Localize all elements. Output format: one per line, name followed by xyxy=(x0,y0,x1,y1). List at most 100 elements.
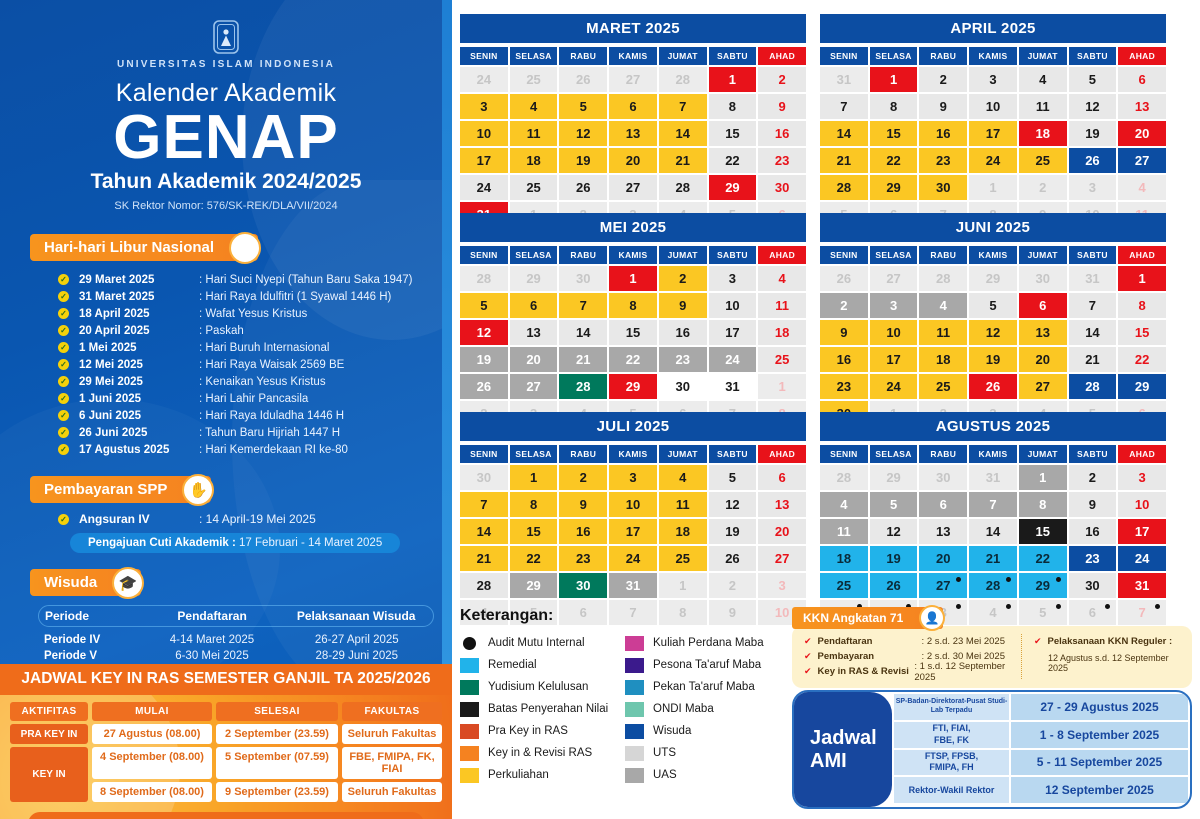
date-cell[interactable]: 22 xyxy=(609,347,657,372)
date-cell[interactable]: 1 xyxy=(869,67,918,92)
date-cell[interactable]: 6 xyxy=(1118,67,1166,92)
date-cell[interactable]: 15 xyxy=(1118,320,1166,345)
date-cell[interactable]: 23 xyxy=(658,347,707,372)
date-cell[interactable]: 12 xyxy=(559,121,608,146)
date-cell[interactable]: 25 xyxy=(919,374,968,399)
date-cell[interactable]: 5 xyxy=(460,293,508,318)
date-cell[interactable]: 20 xyxy=(919,546,968,571)
date-cell[interactable]: 20 xyxy=(1118,121,1166,146)
date-cell[interactable]: 3 xyxy=(969,67,1017,92)
date-cell[interactable]: 11 xyxy=(919,320,968,345)
date-cell[interactable]: 27 xyxy=(919,573,968,598)
date-cell[interactable]: 2 xyxy=(919,67,968,92)
date-cell[interactable]: 2 xyxy=(708,573,757,598)
date-cell[interactable]: 27 xyxy=(1118,148,1166,173)
date-cell[interactable]: 19 xyxy=(559,148,608,173)
date-cell[interactable]: 16 xyxy=(1068,519,1117,544)
date-cell[interactable]: 25 xyxy=(1018,148,1067,173)
date-cell[interactable]: 26 xyxy=(559,67,608,92)
date-cell[interactable]: 2 xyxy=(758,67,806,92)
date-cell[interactable]: 22 xyxy=(708,148,757,173)
date-cell[interactable]: 31 xyxy=(1118,573,1166,598)
date-cell[interactable]: 9 xyxy=(658,293,707,318)
date-cell[interactable]: 16 xyxy=(919,121,968,146)
date-cell[interactable]: 29 xyxy=(869,465,918,490)
date-cell[interactable]: 28 xyxy=(658,175,707,200)
date-cell[interactable]: 28 xyxy=(969,573,1017,598)
date-cell[interactable]: 26 xyxy=(708,546,757,571)
date-cell[interactable]: 6 xyxy=(1068,600,1117,625)
date-cell[interactable]: 19 xyxy=(708,519,757,544)
date-cell[interactable]: 16 xyxy=(758,121,806,146)
date-cell[interactable]: 21 xyxy=(559,347,608,372)
date-cell[interactable]: 14 xyxy=(969,519,1017,544)
date-cell[interactable]: 8 xyxy=(1018,492,1067,517)
date-cell[interactable]: 27 xyxy=(1018,374,1067,399)
date-cell[interactable]: 29 xyxy=(1018,573,1067,598)
date-cell[interactable]: 24 xyxy=(708,347,757,372)
date-cell[interactable]: 9 xyxy=(1068,492,1117,517)
date-cell[interactable]: 6 xyxy=(919,492,968,517)
date-cell[interactable]: 18 xyxy=(820,546,868,571)
date-cell[interactable]: 15 xyxy=(509,519,558,544)
date-cell[interactable]: 27 xyxy=(869,266,918,291)
date-cell[interactable]: 29 xyxy=(609,374,657,399)
date-cell[interactable]: 28 xyxy=(919,266,968,291)
date-cell[interactable]: 5 xyxy=(1068,67,1117,92)
date-cell[interactable]: 5 xyxy=(969,293,1017,318)
date-cell[interactable]: 15 xyxy=(869,121,918,146)
date-cell[interactable]: 30 xyxy=(758,175,806,200)
date-cell[interactable]: 20 xyxy=(1018,347,1067,372)
date-cell[interactable]: 24 xyxy=(460,175,508,200)
date-cell[interactable]: 15 xyxy=(609,320,657,345)
date-cell[interactable]: 3 xyxy=(758,573,806,598)
date-cell[interactable]: 4 xyxy=(820,492,868,517)
date-cell[interactable]: 19 xyxy=(1068,121,1117,146)
date-cell[interactable]: 25 xyxy=(820,573,868,598)
date-cell[interactable]: 16 xyxy=(658,320,707,345)
date-cell[interactable]: 19 xyxy=(969,347,1017,372)
date-cell[interactable]: 6 xyxy=(509,293,558,318)
date-cell[interactable]: 1 xyxy=(969,175,1017,200)
date-cell[interactable]: 29 xyxy=(509,573,558,598)
date-cell[interactable]: 5 xyxy=(509,600,558,625)
date-cell[interactable]: 12 xyxy=(460,320,508,345)
date-cell[interactable]: 10 xyxy=(1118,492,1166,517)
date-cell[interactable]: 11 xyxy=(1018,94,1067,119)
date-cell[interactable]: 10 xyxy=(460,121,508,146)
date-cell[interactable]: 5 xyxy=(869,492,918,517)
date-cell[interactable]: 31 xyxy=(1068,266,1117,291)
date-cell[interactable]: 6 xyxy=(758,465,806,490)
date-cell[interactable]: 10 xyxy=(869,320,918,345)
date-cell[interactable]: 13 xyxy=(919,519,968,544)
date-cell[interactable]: 11 xyxy=(820,519,868,544)
date-cell[interactable]: 12 xyxy=(969,320,1017,345)
date-cell[interactable]: 27 xyxy=(758,546,806,571)
date-cell[interactable]: 29 xyxy=(969,266,1017,291)
date-cell[interactable]: 3 xyxy=(708,266,757,291)
date-cell[interactable]: 25 xyxy=(509,67,558,92)
date-cell[interactable]: 1 xyxy=(1118,266,1166,291)
date-cell[interactable]: 23 xyxy=(559,546,608,571)
date-cell[interactable]: 5 xyxy=(1018,600,1067,625)
date-cell[interactable]: 19 xyxy=(869,546,918,571)
date-cell[interactable]: 26 xyxy=(559,175,608,200)
date-cell[interactable]: 4 xyxy=(919,293,968,318)
date-cell[interactable]: 14 xyxy=(559,320,608,345)
date-cell[interactable]: 2 xyxy=(820,293,868,318)
date-cell[interactable]: 7 xyxy=(1068,293,1117,318)
date-cell[interactable]: 28 xyxy=(658,67,707,92)
date-cell[interactable]: 3 xyxy=(1068,175,1117,200)
date-cell[interactable]: 13 xyxy=(1018,320,1067,345)
date-cell[interactable]: 6 xyxy=(609,94,657,119)
date-cell[interactable]: 8 xyxy=(509,492,558,517)
date-cell[interactable]: 19 xyxy=(460,347,508,372)
date-cell[interactable]: 29 xyxy=(869,175,918,200)
date-cell[interactable]: 22 xyxy=(509,546,558,571)
date-cell[interactable]: 22 xyxy=(1018,546,1067,571)
date-cell[interactable]: 14 xyxy=(820,121,868,146)
date-cell[interactable]: 1 xyxy=(758,374,806,399)
date-cell[interactable]: 16 xyxy=(559,519,608,544)
date-cell[interactable]: 28 xyxy=(460,266,508,291)
date-cell[interactable]: 30 xyxy=(559,266,608,291)
